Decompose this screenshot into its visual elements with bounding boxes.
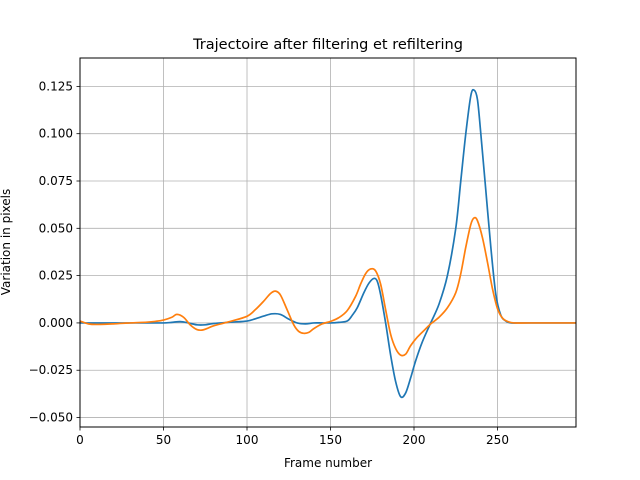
- chart-title: Trajectoire after filtering et refilteri…: [192, 37, 463, 53]
- y-axis: −0.050 −0.025 0.000 0.025 0.050 0.075 0.100 0.1…: [29, 79, 80, 425]
- x-axis: 0 50 100 150 200 250: [76, 427, 509, 447]
- series-line-2: [79, 216, 576, 357]
- y-tick-label: −0.025: [29, 363, 73, 377]
- y-tick-label: −0.050: [29, 411, 73, 425]
- y-tick-label: 0.000: [39, 316, 73, 330]
- x-axis-label: Frame number: [284, 456, 372, 470]
- x-tick-label: 100: [236, 433, 259, 447]
- y-tick-label: 0.050: [39, 221, 73, 235]
- x-tick-label: 150: [319, 433, 342, 447]
- plot-frame: [79, 57, 577, 428]
- y-axis-label: Variation in pixels: [0, 189, 13, 295]
- y-tick-label: 0.075: [39, 174, 73, 188]
- grid: [79, 58, 576, 427]
- x-tick-label: 0: [76, 433, 84, 447]
- y-tick-label: 0.100: [39, 127, 73, 141]
- x-tick-label: 200: [403, 433, 426, 447]
- series-group: [79, 88, 576, 399]
- x-tick-label: 50: [156, 433, 171, 447]
- series-line-1: [80, 88, 576, 399]
- y-tick-label: 0.125: [39, 79, 73, 93]
- x-tick-label: 250: [486, 433, 509, 447]
- y-tick-label: 0.025: [39, 269, 73, 283]
